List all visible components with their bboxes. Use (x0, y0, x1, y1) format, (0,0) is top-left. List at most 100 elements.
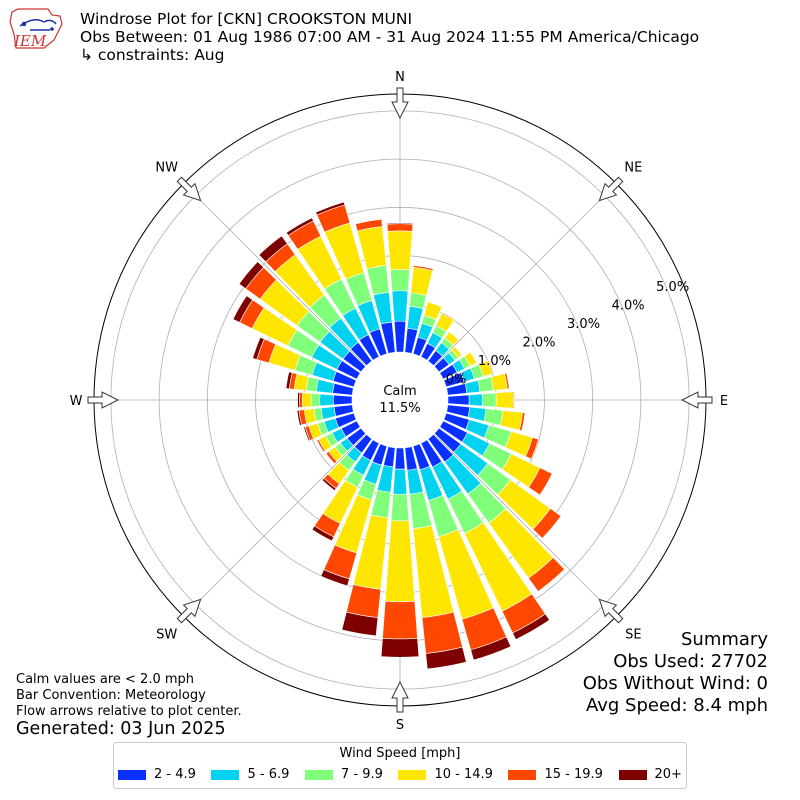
flow-arrow (391, 87, 409, 120)
constraints: ↳ constraints: Aug (80, 46, 225, 64)
bar-segment (519, 412, 526, 432)
bar-segment (410, 266, 434, 296)
bar-segment (477, 376, 494, 393)
bar-segment (532, 508, 562, 539)
logo-text: IEM (13, 32, 47, 50)
compass-labels: N NE E SE S SW W NW (70, 70, 729, 733)
bar-segment (315, 201, 346, 216)
bar-segment (448, 330, 460, 341)
legend-label: 7 - 9.9 (340, 767, 383, 782)
plot-title: Windrose Plot for [CKN] CROOKSTON MUNI (80, 10, 413, 28)
bar-segment (499, 410, 523, 431)
legend-item: 10 - 14.9 (398, 767, 493, 782)
radial-tick-label: 3.0% (567, 317, 600, 332)
bar-segment (325, 453, 335, 465)
generated-date: Generated: 03 Jun 2025 (16, 719, 226, 739)
legend-label: 2 - 4.9 (154, 767, 196, 782)
compass-label-e: E (720, 394, 728, 409)
bar-segment (421, 611, 463, 654)
bar-segment (413, 265, 434, 272)
compass-label-n: N (395, 70, 405, 85)
legend-swatch (118, 769, 146, 780)
bar-segment (528, 467, 553, 496)
flow-arrow (176, 176, 202, 202)
bar-segment (316, 438, 326, 453)
bar-segment (464, 379, 481, 394)
legend-item: 7 - 9.9 (304, 767, 383, 782)
iem-logo: IEM (9, 8, 63, 50)
legend-swatch (618, 769, 647, 780)
grid-spoke (183, 183, 367, 367)
bar-segment (468, 393, 484, 407)
bar-segment (285, 217, 314, 236)
bar-segment (296, 409, 302, 426)
compass-arrows (87, 87, 713, 713)
radial-tick-label: 2.0% (522, 335, 555, 350)
bar-segment (512, 391, 515, 409)
legend-label: 10 - 14.9 (434, 767, 493, 782)
compass-label-sw: SW (156, 627, 177, 642)
flow-arrows-note: Flow arrows relative to plot center. (16, 704, 242, 719)
bar-segment (315, 378, 335, 394)
bar-segment (302, 392, 312, 408)
grid-spoke (183, 433, 367, 617)
bar-segment (391, 290, 409, 322)
bar-segment (469, 351, 478, 364)
calm-label: Calm (383, 384, 416, 399)
bar-segment (495, 391, 514, 409)
compass-label-ne: NE (624, 161, 642, 176)
bar-segment (356, 226, 387, 270)
bar-segment (319, 393, 334, 407)
obs-between: Obs Between: 01 Aug 1986 07:00 AM - 31 A… (80, 28, 700, 46)
bar-segment (387, 230, 413, 271)
compass-label-se: SE (625, 627, 641, 642)
bar-segment (454, 345, 463, 356)
bar-segment (528, 557, 566, 592)
bar-segment (380, 638, 420, 658)
bar-segment (366, 265, 390, 296)
legend-label: 5 - 6.9 (247, 767, 290, 782)
legend-title: Wind Speed [mph] (339, 746, 461, 761)
bar-segment (504, 372, 510, 390)
legend-item: 15 - 19.9 (508, 767, 603, 782)
bar-segment (386, 222, 414, 225)
bar-segment (392, 468, 408, 495)
compass-label-s: S (396, 718, 404, 733)
bar-segment (303, 426, 311, 442)
legend-item: 5 - 6.9 (211, 767, 289, 782)
legend-swatch (304, 769, 333, 780)
flow-arrow (87, 391, 120, 409)
bar-segment (321, 477, 337, 491)
bar-segment (311, 525, 335, 542)
flow-arrow (680, 391, 713, 409)
calm-note: Calm values are < 2.0 mph (16, 672, 195, 687)
bar-segment (425, 646, 467, 670)
summary-avg-speed: Avg Speed: 8.4 mph (586, 695, 768, 716)
legend-items: 2 - 4.9 5 - 6.9 7 - 9.9 10 - 14.9 15 - 19.9 2… (118, 767, 682, 782)
radial-tick-label: 4.0% (612, 299, 645, 314)
bar-segment (394, 447, 406, 470)
legend-item: 2 - 4.9 (118, 767, 196, 782)
flow-arrow (176, 598, 202, 624)
bar-segment (382, 600, 418, 640)
radial-tick-label: 5.0% (656, 280, 689, 295)
summary-title: Summary (681, 629, 768, 650)
legend-swatch (508, 769, 537, 780)
bar-segment (512, 613, 550, 640)
bar-segment (447, 394, 470, 406)
bar-segment (525, 437, 539, 460)
bar-segment (490, 373, 508, 391)
flow-arrow (598, 598, 624, 624)
compass-label-nw: NW (155, 161, 178, 176)
legend: Wind Speed [mph] 2 - 4.9 5 - 6.9 7 - 9.9 10… (113, 742, 687, 789)
compass-label-w: W (70, 394, 83, 409)
radial-tick-label: 1.0% (478, 354, 511, 369)
bar-segment (252, 336, 265, 360)
bar-segment (441, 312, 456, 321)
legend-swatch (211, 769, 240, 780)
calm-value: 11.5% (379, 401, 420, 416)
bar-segment (423, 301, 443, 321)
bar-segment (258, 235, 288, 263)
bar-segment (355, 219, 383, 232)
bar-segment (299, 392, 303, 408)
